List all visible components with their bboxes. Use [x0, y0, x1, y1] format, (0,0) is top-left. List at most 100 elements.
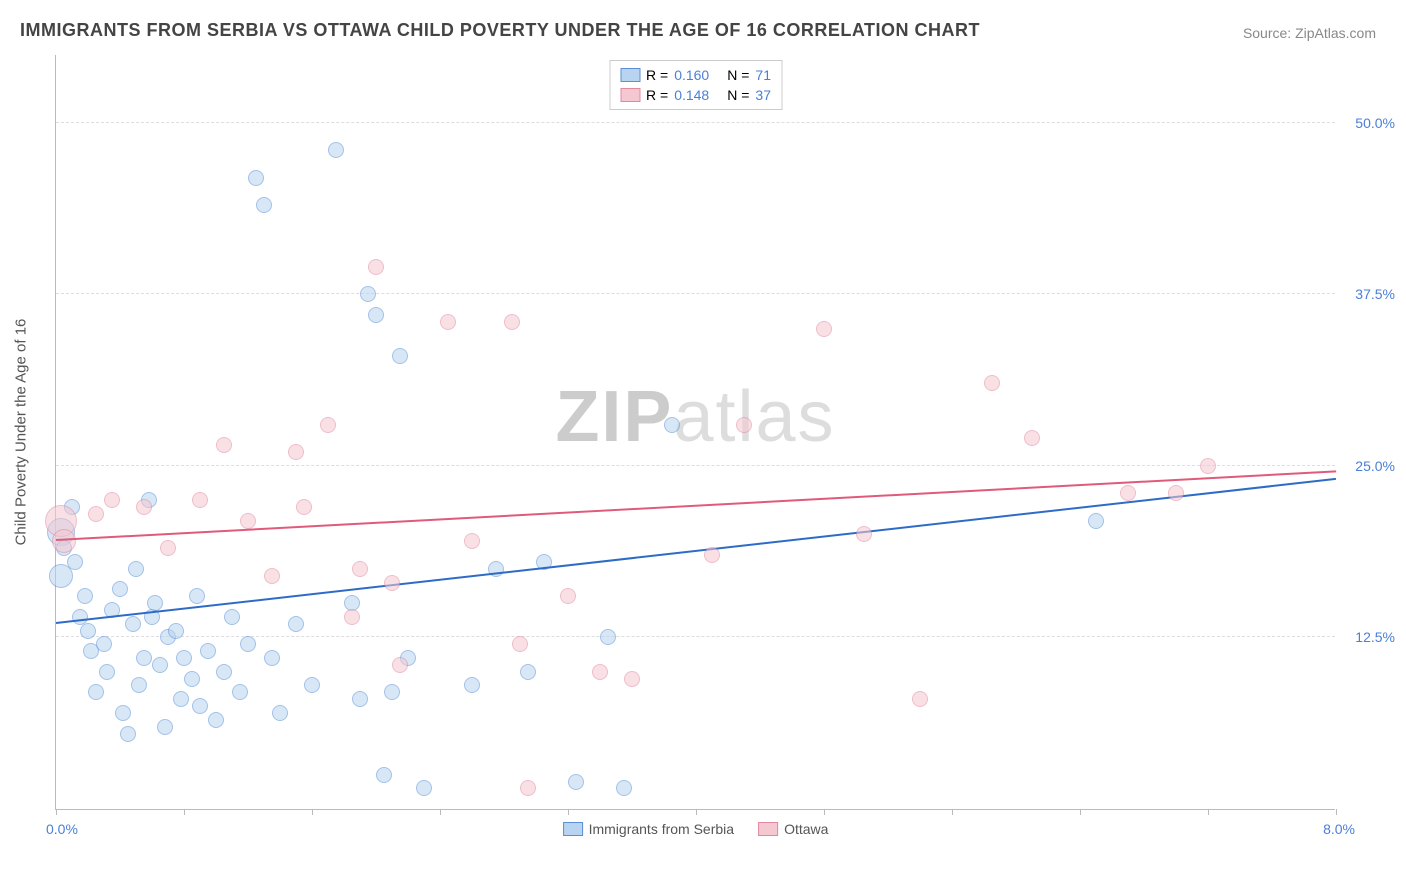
scatter-point [288, 616, 304, 632]
scatter-point [248, 170, 264, 186]
scatter-point [216, 664, 232, 680]
source-attribution: Source: ZipAtlas.com [1243, 25, 1376, 41]
y-tick-label: 25.0% [1355, 458, 1395, 474]
scatter-point [176, 650, 192, 666]
scatter-point [131, 677, 147, 693]
plot-area: ZIPatlas Child Poverty Under the Age of … [55, 55, 1335, 810]
scatter-point [568, 774, 584, 790]
x-tick [952, 809, 953, 815]
x-tick [696, 809, 697, 815]
scatter-point [80, 623, 96, 639]
scatter-point [136, 499, 152, 515]
scatter-point [99, 664, 115, 680]
scatter-point [1088, 513, 1104, 529]
legend-label: Immigrants from Serbia [589, 821, 734, 837]
scatter-point [616, 780, 632, 796]
scatter-point [416, 780, 432, 796]
scatter-point [320, 417, 336, 433]
scatter-point [376, 767, 392, 783]
scatter-point [328, 142, 344, 158]
scatter-point [624, 671, 640, 687]
chart-container: IMMIGRANTS FROM SERBIA VS OTTAWA CHILD P… [0, 0, 1406, 892]
x-tick [56, 809, 57, 815]
scatter-point [344, 609, 360, 625]
trend-line [56, 471, 1336, 542]
legend-label: Ottawa [784, 821, 828, 837]
scatter-point [168, 623, 184, 639]
scatter-point [984, 375, 1000, 391]
scatter-point [856, 526, 872, 542]
scatter-point [360, 286, 376, 302]
scatter-point [216, 437, 232, 453]
legend-bottom: Immigrants from Serbia Ottawa [563, 821, 829, 837]
scatter-point [88, 506, 104, 522]
scatter-point [192, 698, 208, 714]
scatter-point [592, 664, 608, 680]
scatter-point [157, 719, 173, 735]
scatter-point [173, 691, 189, 707]
y-tick-label: 50.0% [1355, 115, 1395, 131]
scatter-point [664, 417, 680, 433]
chart-title: IMMIGRANTS FROM SERBIA VS OTTAWA CHILD P… [20, 20, 980, 41]
scatter-point [600, 629, 616, 645]
x-tick [824, 809, 825, 815]
scatter-point [208, 712, 224, 728]
scatter-point [240, 513, 256, 529]
scatter-point [128, 561, 144, 577]
x-tick [568, 809, 569, 815]
scatter-point [147, 595, 163, 611]
scatter-point [464, 677, 480, 693]
scatter-point [1168, 485, 1184, 501]
scatter-point [184, 671, 200, 687]
scatter-point [288, 444, 304, 460]
scatter-point [520, 780, 536, 796]
scatter-point [1120, 485, 1136, 501]
scatter-point [520, 664, 536, 680]
r-value: 0.160 [674, 67, 709, 83]
scatter-point [104, 492, 120, 508]
scatter-point [1024, 430, 1040, 446]
scatter-point [125, 616, 141, 632]
gridline [56, 293, 1335, 294]
scatter-point [504, 314, 520, 330]
scatter-point [96, 636, 112, 652]
scatter-point [192, 492, 208, 508]
y-tick-label: 12.5% [1355, 629, 1395, 645]
scatter-point [912, 691, 928, 707]
series-swatch [563, 822, 583, 836]
x-tick [1080, 809, 1081, 815]
series-swatch [758, 822, 778, 836]
n-value: 71 [755, 67, 771, 83]
series-swatch [620, 88, 640, 102]
scatter-point [296, 499, 312, 515]
scatter-point [152, 657, 168, 673]
gridline [56, 465, 1335, 466]
scatter-point [816, 321, 832, 337]
n-value: 37 [755, 87, 771, 103]
legend-item: Immigrants from Serbia [563, 821, 734, 837]
scatter-point [224, 609, 240, 625]
scatter-point [736, 417, 752, 433]
scatter-point [112, 581, 128, 597]
x-tick [1208, 809, 1209, 815]
scatter-point [77, 588, 93, 604]
scatter-point [272, 705, 288, 721]
x-tick [184, 809, 185, 815]
scatter-point [512, 636, 528, 652]
scatter-point [240, 636, 256, 652]
scatter-point [464, 533, 480, 549]
x-tick [440, 809, 441, 815]
scatter-point [232, 684, 248, 700]
scatter-point [189, 588, 205, 604]
scatter-point [1200, 458, 1216, 474]
scatter-point [67, 554, 83, 570]
scatter-point [120, 726, 136, 742]
scatter-point [264, 650, 280, 666]
legend-item: Ottawa [758, 821, 828, 837]
trend-line [56, 478, 1336, 624]
scatter-point [384, 575, 400, 591]
scatter-point [560, 588, 576, 604]
scatter-point [256, 197, 272, 213]
scatter-point [264, 568, 280, 584]
y-tick-label: 37.5% [1355, 286, 1395, 302]
